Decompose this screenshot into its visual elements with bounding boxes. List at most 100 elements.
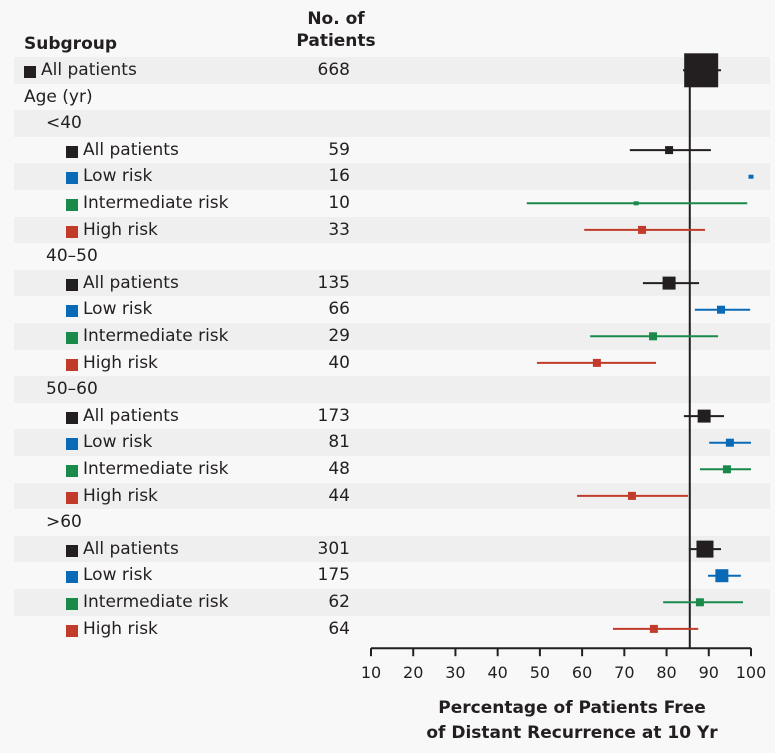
- subgroup-label: Intermediate risk: [83, 592, 229, 612]
- patient-count: 66: [328, 299, 350, 320]
- patients-column-header: No. of Patients: [296, 8, 376, 52]
- subgroup-label: All patients: [83, 405, 179, 426]
- subgroup-label: High risk: [83, 485, 158, 506]
- patient-count: 301: [317, 538, 350, 559]
- subgroup-label: Intermediate risk: [83, 193, 229, 213]
- high-legend-swatch-icon: [66, 491, 78, 504]
- point-estimate-marker: [638, 225, 647, 234]
- patient-count: 29: [328, 326, 350, 346]
- x-axis-label-line2: of Distant Recurrence at 10 Yr: [426, 723, 718, 743]
- intermediate-legend-swatch-icon: [66, 598, 78, 610]
- subgroup-label: High risk: [83, 219, 158, 240]
- point-estimate-marker: [697, 409, 711, 423]
- patient-count: 62: [328, 592, 350, 612]
- patient-count: 33: [328, 219, 350, 240]
- patient-count: 59: [328, 139, 350, 160]
- table-row: All patients 173: [14, 403, 770, 430]
- table-row: <40: [14, 110, 770, 137]
- subgroup-label: Age (yr): [24, 86, 93, 107]
- all-legend-swatch-icon: [66, 411, 78, 424]
- low-legend-swatch-icon: [66, 571, 78, 584]
- patient-count: 175: [317, 565, 350, 586]
- table-row: Intermediate risk 48: [14, 456, 770, 483]
- all-legend-swatch-icon: [24, 66, 36, 78]
- point-estimate-marker: [627, 491, 636, 500]
- patients-header-line1: No. of: [307, 9, 365, 29]
- patient-count: 81: [328, 432, 350, 453]
- table-row: Age (yr): [14, 84, 770, 111]
- table-row: Intermediate risk 62: [14, 589, 770, 616]
- x-tick-label: 70: [614, 663, 634, 682]
- patient-count: 44: [328, 485, 350, 506]
- all-legend-swatch-icon: [66, 145, 78, 158]
- subgroup-label: Intermediate risk: [83, 326, 229, 346]
- point-estimate-marker: [717, 305, 726, 314]
- point-estimate-marker: [715, 569, 729, 583]
- x-tick-label: 90: [699, 663, 719, 682]
- table-row: All patients 59: [14, 137, 770, 164]
- patient-count: 668: [317, 60, 350, 80]
- patient-count: 64: [328, 618, 350, 639]
- x-tick-label: 30: [445, 663, 465, 682]
- table-row: All patients 301: [14, 535, 770, 563]
- subgroup-label: All patients: [83, 272, 179, 293]
- point-estimate-marker: [722, 465, 731, 474]
- x-tick-label: 60: [572, 663, 592, 682]
- table-row: Low risk 16: [14, 163, 770, 190]
- point-estimate-marker: [748, 174, 754, 179]
- table-row: Low risk 175: [14, 562, 770, 589]
- subgroup-label: Low risk: [83, 166, 153, 187]
- subgroup-label: Intermediate risk: [83, 459, 229, 479]
- x-axis-label: Percentage of Patients Free of Distant R…: [372, 696, 772, 746]
- table-row: All patients 668: [14, 57, 770, 84]
- point-estimate-marker: [649, 332, 658, 341]
- point-estimate-marker: [684, 53, 719, 88]
- x-tick-label: 80: [656, 663, 676, 682]
- subgroup-label: High risk: [83, 352, 158, 373]
- patient-count: 10: [328, 193, 350, 213]
- all-legend-swatch-icon: [66, 278, 78, 291]
- subgroup-label: All patients: [41, 60, 137, 80]
- table-row: >60: [14, 509, 770, 536]
- table-row: 40–50: [14, 243, 770, 270]
- subgroup-label: Low risk: [83, 565, 153, 586]
- low-legend-swatch-icon: [66, 172, 78, 185]
- high-legend-swatch-icon: [66, 358, 78, 371]
- subgroup-label: Low risk: [83, 432, 153, 453]
- subgroup-label: >60: [46, 512, 82, 533]
- point-estimate-marker: [649, 624, 658, 633]
- x-axis-label-line1: Percentage of Patients Free: [438, 698, 706, 718]
- table-row: Intermediate risk 10: [14, 190, 770, 217]
- patient-count: 16: [328, 166, 350, 187]
- all-legend-swatch-icon: [66, 544, 78, 557]
- x-tick-label: 50: [530, 663, 550, 682]
- x-tick-label: 10: [361, 663, 381, 682]
- low-legend-swatch-icon: [66, 438, 78, 451]
- subgroup-label: High risk: [83, 618, 158, 639]
- point-estimate-marker: [696, 540, 714, 558]
- intermediate-legend-swatch-icon: [66, 199, 78, 211]
- point-estimate-marker: [725, 438, 734, 447]
- patients-header-line2: Patients: [296, 31, 376, 51]
- intermediate-legend-swatch-icon: [66, 465, 78, 477]
- patient-count: 135: [317, 272, 350, 293]
- subgroup-column-header: Subgroup: [24, 34, 118, 54]
- subgroup-label: <40: [46, 113, 82, 134]
- point-estimate-marker: [633, 201, 639, 206]
- subgroup-label: Low risk: [83, 299, 153, 320]
- subgroup-label: All patients: [83, 139, 179, 160]
- x-tick-label: 20: [403, 663, 423, 682]
- subgroup-label: 40–50: [46, 246, 98, 267]
- table-row: Intermediate risk 29: [14, 323, 770, 350]
- patient-count: 40: [328, 352, 350, 373]
- subgroup-label: All patients: [83, 538, 179, 559]
- point-estimate-marker: [695, 598, 704, 607]
- x-tick-label: 40: [487, 663, 507, 682]
- high-legend-swatch-icon: [66, 624, 78, 637]
- patient-count: 173: [317, 405, 350, 426]
- high-legend-swatch-icon: [66, 225, 78, 238]
- table-row: Low risk 66: [14, 296, 770, 323]
- table-row: High risk 64: [14, 616, 770, 643]
- patient-count: 48: [328, 459, 350, 479]
